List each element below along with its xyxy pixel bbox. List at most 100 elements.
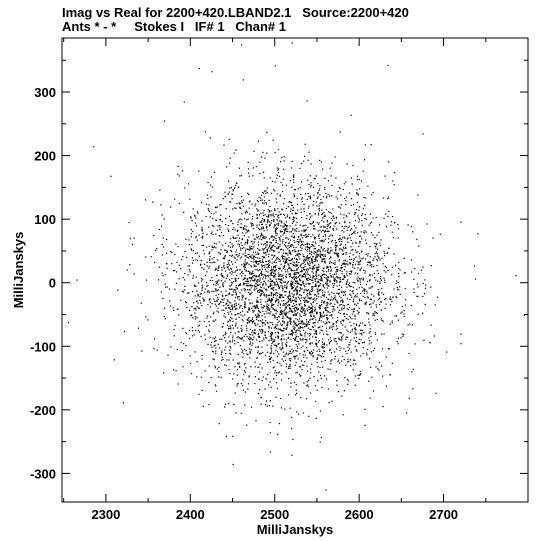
data-point <box>285 275 287 277</box>
data-point <box>231 324 233 326</box>
data-point <box>523 314 525 316</box>
data-point <box>368 318 370 320</box>
data-point <box>175 243 177 245</box>
data-point <box>291 311 293 313</box>
data-point <box>231 254 234 256</box>
data-point <box>303 272 305 275</box>
data-point <box>228 191 230 193</box>
data-point <box>242 79 244 81</box>
data-point <box>292 287 294 289</box>
data-point <box>351 308 353 310</box>
data-point <box>277 284 279 286</box>
data-point <box>259 249 261 251</box>
data-point <box>315 285 317 287</box>
data-point <box>166 252 168 254</box>
data-point <box>259 330 261 332</box>
data-point <box>247 249 249 251</box>
data-point <box>244 261 246 263</box>
data-point <box>208 365 210 367</box>
data-point <box>166 286 168 288</box>
data-point <box>287 353 289 356</box>
data-point <box>335 322 337 324</box>
data-point <box>238 313 240 315</box>
data-point <box>330 360 332 362</box>
data-point <box>230 288 232 290</box>
data-point <box>234 207 236 209</box>
data-point <box>259 161 261 163</box>
data-point <box>329 337 331 339</box>
data-point <box>285 221 287 223</box>
data-point <box>252 311 254 313</box>
data-point <box>304 333 306 335</box>
data-point <box>332 262 334 264</box>
data-point <box>290 298 292 300</box>
data-point <box>370 144 372 146</box>
data-point <box>283 229 285 231</box>
data-point <box>257 263 259 266</box>
data-point <box>379 283 381 285</box>
data-point <box>347 304 349 306</box>
data-point <box>252 251 255 253</box>
data-point <box>274 294 277 296</box>
data-point <box>329 258 331 260</box>
data-point <box>230 316 232 319</box>
data-point <box>279 279 281 281</box>
data-point <box>338 187 340 189</box>
data-point <box>330 276 332 278</box>
data-point <box>239 292 241 294</box>
data-point <box>424 279 426 281</box>
data-point <box>363 232 366 234</box>
data-point <box>245 241 247 243</box>
data-point <box>280 338 283 340</box>
data-point <box>295 265 297 267</box>
data-point <box>286 301 288 303</box>
data-point <box>270 222 272 224</box>
data-point <box>258 378 260 380</box>
data-point <box>221 338 223 340</box>
data-point <box>299 246 302 248</box>
data-point <box>374 253 376 255</box>
data-point <box>161 272 163 274</box>
data-point <box>293 278 295 280</box>
data-point <box>158 279 160 281</box>
data-point <box>225 333 227 335</box>
data-point <box>326 319 328 321</box>
data-point <box>238 365 241 367</box>
data-point <box>291 330 294 332</box>
data-point <box>201 389 203 391</box>
data-point <box>265 247 267 249</box>
data-point <box>204 370 206 372</box>
data-point <box>324 273 326 276</box>
data-point <box>269 361 272 363</box>
data-point <box>266 296 268 298</box>
data-point <box>282 274 284 276</box>
data-point <box>323 316 325 318</box>
data-point <box>309 283 311 285</box>
data-point <box>275 269 277 271</box>
data-point <box>327 241 330 244</box>
data-point <box>381 257 383 259</box>
data-point <box>163 218 165 220</box>
data-point <box>314 241 316 243</box>
data-point <box>383 252 385 254</box>
data-point <box>298 343 300 345</box>
data-point <box>270 295 272 297</box>
data-point <box>326 267 328 269</box>
y-tick-label: 300 <box>34 85 56 100</box>
data-point <box>215 290 217 292</box>
data-point <box>278 168 280 170</box>
data-point <box>279 328 281 330</box>
data-point <box>349 348 351 350</box>
data-point <box>336 343 338 345</box>
data-point <box>117 289 119 291</box>
data-point <box>407 224 409 226</box>
data-point <box>213 345 215 347</box>
data-point <box>248 337 250 340</box>
data-point <box>207 343 209 345</box>
data-point <box>375 251 378 253</box>
data-point <box>408 352 410 355</box>
data-point <box>345 215 347 217</box>
data-point <box>321 260 323 262</box>
data-point <box>249 338 251 341</box>
data-point <box>342 253 345 255</box>
